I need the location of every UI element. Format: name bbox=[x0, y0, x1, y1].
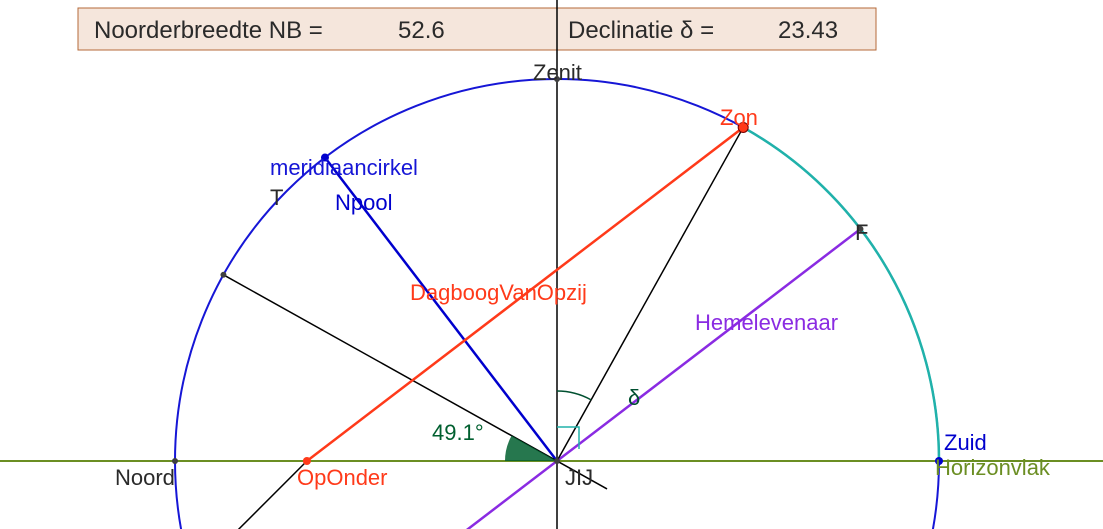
label-F: F bbox=[855, 220, 868, 245]
label-Horizon: Horizonvlak bbox=[935, 455, 1051, 480]
nb-value: 52.6 bbox=[398, 17, 445, 44]
label-delta: δ bbox=[628, 385, 640, 410]
decl-label: Declinatie δ = bbox=[568, 17, 714, 44]
label-angle: 49.1° bbox=[432, 420, 484, 445]
pt-oponder bbox=[303, 457, 311, 465]
label-JIJ: JIJ bbox=[565, 465, 593, 490]
pt-noord bbox=[172, 458, 178, 464]
line-below-oponder bbox=[217, 461, 307, 529]
line-jij-t bbox=[223, 275, 607, 489]
pt-t bbox=[220, 272, 226, 278]
diagram-svg: Noorderbreedte NB = 52.6 Declinatie δ = 23.… bbox=[0, 0, 1103, 529]
label-T: T bbox=[270, 185, 283, 210]
label-Equator: Hemelevenaar bbox=[695, 310, 838, 335]
label-Zenit: Zenit bbox=[533, 60, 582, 85]
decl-value: 23.43 bbox=[778, 17, 838, 44]
arc-zon-zuid bbox=[743, 127, 939, 461]
label-Dagboog: DagboogVanOpzij bbox=[410, 280, 587, 305]
label-Zon: Zon bbox=[720, 105, 758, 130]
label-meridiaan: meridiaancirkel bbox=[270, 155, 418, 180]
label-OpOnder: OpOnder bbox=[297, 465, 388, 490]
delta-arc bbox=[557, 391, 591, 400]
pt-jij bbox=[554, 458, 560, 464]
label-Noord: Noord bbox=[115, 465, 175, 490]
nb-label: Noorderbreedte NB = bbox=[94, 17, 323, 44]
angle-wedge bbox=[505, 436, 557, 461]
label-Npool: Npool bbox=[335, 190, 392, 215]
label-Zuid: Zuid bbox=[944, 430, 987, 455]
